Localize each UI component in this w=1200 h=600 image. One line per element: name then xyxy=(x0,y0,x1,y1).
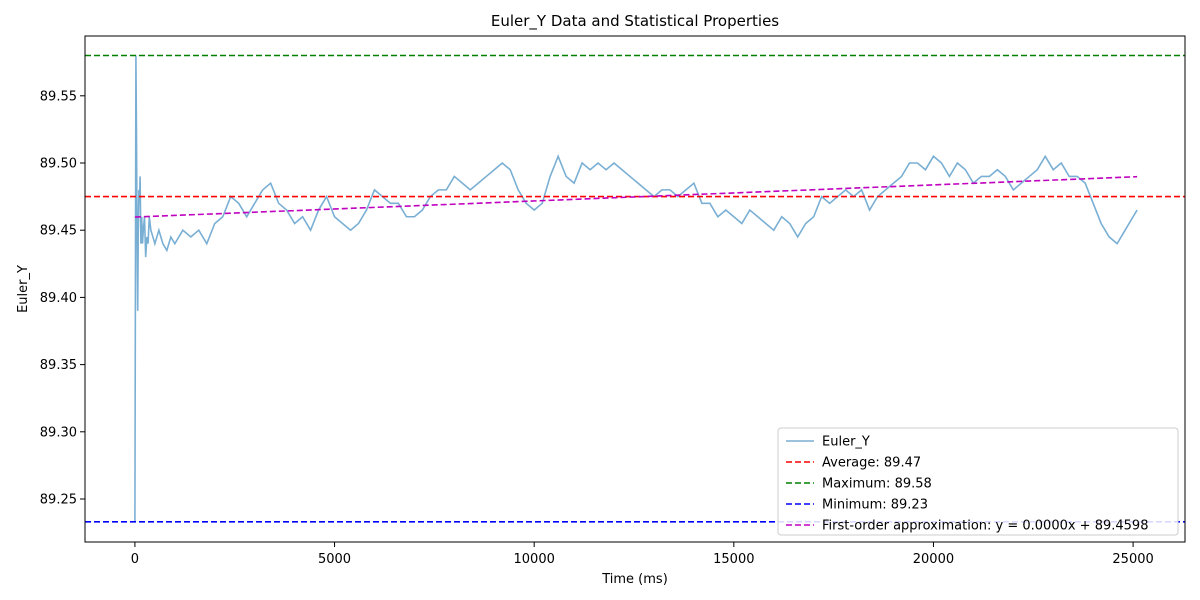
legend-label: Minimum: 89.23 xyxy=(822,498,928,513)
x-tick-label: 5000 xyxy=(318,552,351,567)
y-axis-label: Euler_Y xyxy=(16,265,31,313)
y-tick-label: 89.45 xyxy=(40,224,77,239)
plot-frame xyxy=(84,35,1186,543)
x-axis-label: Time (ms) xyxy=(601,572,668,587)
x-tick-label: 15000 xyxy=(713,552,754,567)
legend-label: Maximum: 89.58 xyxy=(822,477,932,492)
x-tick-label: 10000 xyxy=(514,552,555,567)
y-tick-label: 89.55 xyxy=(40,89,77,104)
y-tick-label: 89.30 xyxy=(40,425,77,440)
y-tick-label: 89.40 xyxy=(40,291,77,306)
series-line-0 xyxy=(134,55,1138,522)
legend-label: Average: 89.47 xyxy=(822,456,921,471)
y-tick-label: 89.25 xyxy=(40,492,77,507)
legend: Euler_Y Average: 89.47 Maximum: 89.58 Minim… xyxy=(777,427,1179,536)
plot-area xyxy=(85,54,1185,523)
chart-title: Euler_Y Data and Statistical Properties xyxy=(491,12,779,31)
legend-label: Euler_Y xyxy=(822,435,870,450)
x-axis: 0 5000 10000 15000 20000 25000 xyxy=(131,542,1154,567)
x-tick-label: 0 xyxy=(131,552,139,567)
y-tick-label: 89.50 xyxy=(40,157,77,172)
y-tick-label: 89.35 xyxy=(40,358,77,373)
x-tick-label: 20000 xyxy=(913,552,954,567)
series-line-4 xyxy=(134,175,1138,218)
legend-label: First-order approximation: y = 0.0000x +… xyxy=(822,519,1148,534)
x-tick-label: 25000 xyxy=(1112,552,1153,567)
legend-box xyxy=(777,427,1179,536)
y-axis: 89.25 89.30 89.35 89.40 89.45 89.50 89.55 xyxy=(40,89,85,507)
